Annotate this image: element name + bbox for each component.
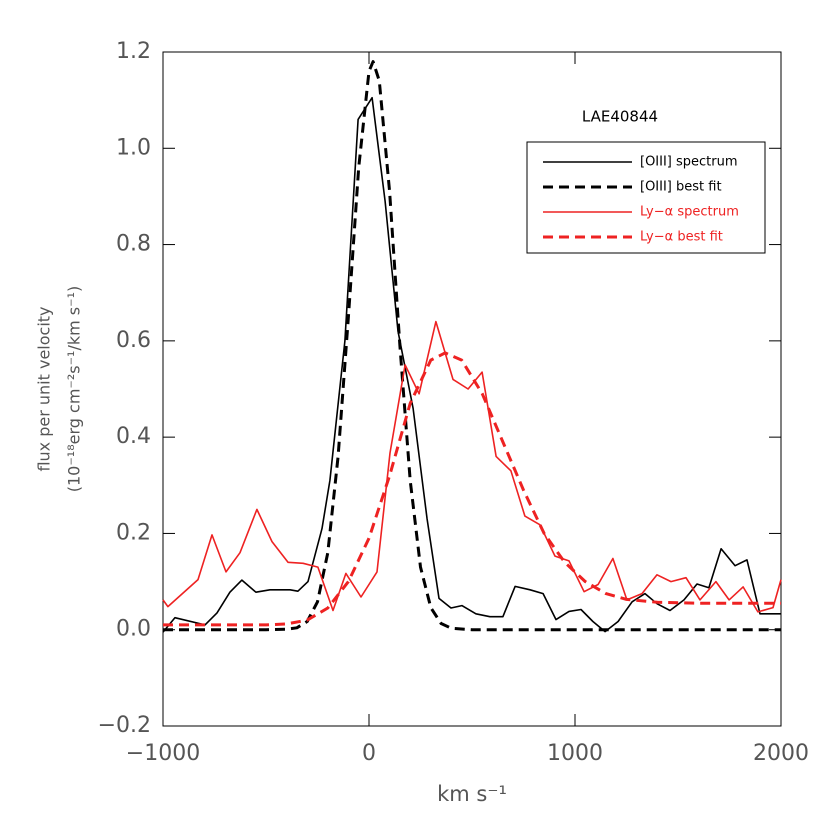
legend-box	[526, 141, 766, 254]
annotation: LAE40844	[582, 108, 658, 126]
legend-label: Ly−α best fit	[640, 230, 723, 245]
y-tick-label: 1.0	[116, 135, 151, 160]
y-tick-label: 1.2	[116, 39, 151, 64]
series-line	[163, 351, 781, 627]
legend-label: [OIII] best fit	[640, 180, 722, 195]
y-tick-label: 0.0	[116, 617, 151, 642]
y-tick-label: 0.8	[116, 232, 151, 257]
plot-frame	[162, 51, 782, 727]
legend-label: [OIII] spectrum	[640, 155, 738, 170]
legend-label: Ly−α spectrum	[640, 205, 739, 220]
series-line	[163, 60, 781, 632]
y-tick-label: 0.2	[116, 520, 151, 545]
x-tick-label: 2000	[753, 741, 809, 766]
series-line	[162, 320, 782, 613]
y-tick-label: −0.2	[98, 713, 151, 738]
y-axis-label: (10⁻¹⁸erg cm⁻²s⁻¹/km s⁻¹)	[65, 286, 84, 492]
x-tick-label: −1000	[126, 741, 200, 766]
y-tick-label: 0.6	[116, 328, 151, 353]
y-tick-label: 0.4	[116, 424, 151, 449]
series-line	[162, 96, 781, 633]
y-axis-label: flux per unit velocity	[35, 306, 54, 471]
x-tick-label: 1000	[547, 741, 603, 766]
x-tick-label: 0	[362, 741, 376, 766]
x-axis-label: km s⁻¹	[437, 782, 507, 806]
